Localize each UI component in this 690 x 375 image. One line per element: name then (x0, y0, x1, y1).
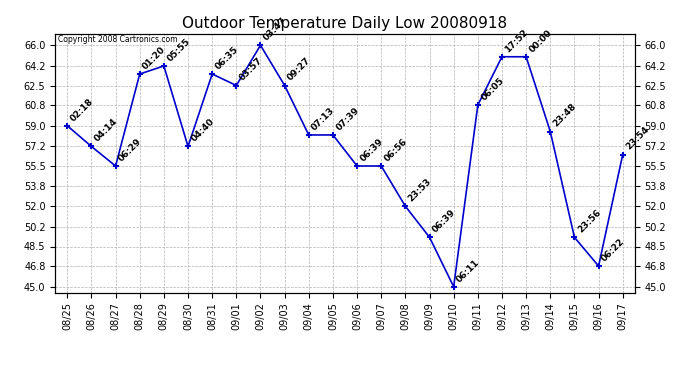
Text: 01:20: 01:20 (141, 45, 168, 71)
Text: 07:13: 07:13 (310, 106, 337, 132)
Text: 06:56: 06:56 (383, 137, 409, 163)
Text: 05:55: 05:55 (166, 37, 192, 63)
Text: 03:47: 03:47 (262, 16, 288, 42)
Text: 06:05: 06:05 (480, 76, 506, 102)
Text: 06:11: 06:11 (455, 258, 482, 284)
Text: 07:39: 07:39 (335, 105, 361, 132)
Text: 17:52: 17:52 (504, 27, 530, 54)
Text: 06:35: 06:35 (214, 45, 240, 71)
Text: 06:22: 06:22 (600, 237, 627, 263)
Text: 03:57: 03:57 (238, 56, 264, 83)
Text: 23:48: 23:48 (552, 102, 578, 129)
Text: 02:18: 02:18 (69, 96, 95, 123)
Text: 06:29: 06:29 (117, 136, 144, 163)
Text: 23:54: 23:54 (624, 125, 651, 152)
Text: 04:14: 04:14 (93, 117, 119, 144)
Text: 06:39: 06:39 (359, 136, 385, 163)
Text: 06:39: 06:39 (431, 208, 457, 234)
Text: 23:56: 23:56 (576, 208, 602, 234)
Text: 09:27: 09:27 (286, 56, 313, 83)
Text: 00:00: 00:00 (528, 28, 554, 54)
Text: Copyright 2008 Cartronics.com: Copyright 2008 Cartronics.com (58, 35, 177, 44)
Title: Outdoor Temperature Daily Low 20080918: Outdoor Temperature Daily Low 20080918 (182, 16, 508, 31)
Text: 23:53: 23:53 (407, 177, 433, 204)
Text: 04:40: 04:40 (190, 117, 216, 144)
